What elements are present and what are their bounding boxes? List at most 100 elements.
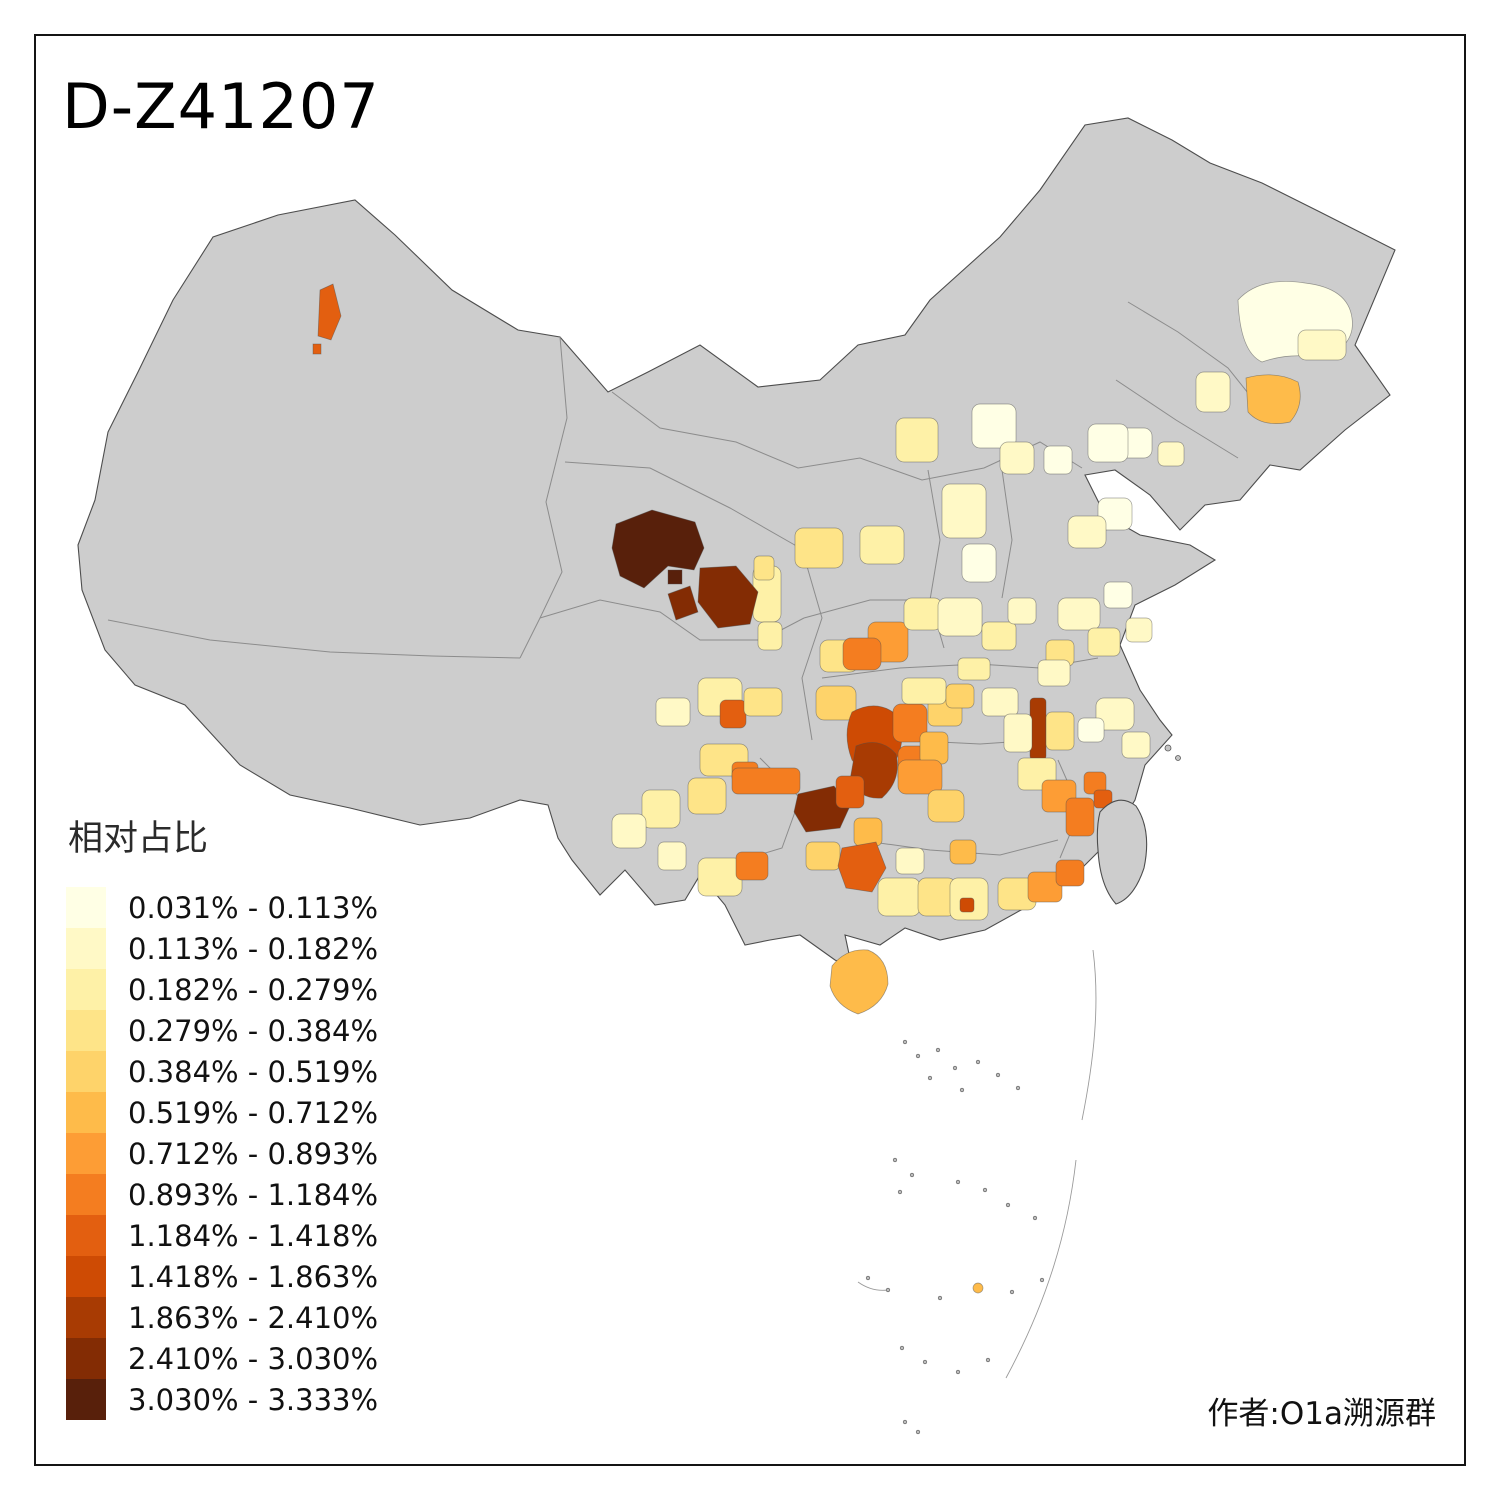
map-region: [903, 597, 943, 631]
map-region: [312, 343, 322, 355]
map-region: [981, 621, 1017, 651]
legend-label: 1.418% - 1.863%: [128, 1259, 379, 1294]
map-region: [1195, 371, 1231, 413]
legend-item: 1.184% - 1.418%: [66, 1215, 378, 1256]
map-region: [895, 847, 925, 875]
legend-item: 0.712% - 0.893%: [66, 1133, 378, 1174]
map-region: [1067, 515, 1107, 549]
map-region: [853, 817, 883, 847]
legend-swatch: [66, 928, 106, 969]
legend-swatch: [66, 1174, 106, 1215]
map-region: [753, 555, 775, 581]
map-region: [1121, 731, 1151, 759]
legend-item: 1.863% - 2.410%: [66, 1297, 378, 1338]
map-region: [949, 839, 977, 865]
map-region: [957, 657, 991, 681]
map-region: [743, 687, 783, 717]
map-region: [1043, 445, 1073, 475]
legend-item: 0.113% - 0.182%: [66, 928, 378, 969]
map-region: [1125, 617, 1153, 643]
coastal-islet: [1164, 744, 1172, 752]
map-region: [961, 543, 997, 583]
legend-item: 0.384% - 0.519%: [66, 1051, 378, 1092]
map-region: [1103, 581, 1133, 609]
map-region: [981, 687, 1019, 717]
map-region: [895, 417, 939, 463]
map-region: [697, 565, 759, 629]
legend: 相对占比 0.031% - 0.113% 0.113% - 0.182% 0.182…: [66, 810, 378, 1420]
map-region: [1077, 717, 1105, 743]
map-region: [1157, 441, 1185, 467]
map-region: [959, 897, 975, 913]
map-region: [835, 775, 865, 809]
legend-title: 相对占比: [68, 819, 209, 859]
legend-label: 0.279% - 0.384%: [128, 1013, 379, 1048]
map-region: [1065, 797, 1095, 837]
map-region: [1027, 871, 1063, 903]
legend-label: 0.113% - 0.182%: [128, 931, 379, 966]
map-region: [1029, 697, 1047, 761]
legend-swatch: [66, 1215, 106, 1256]
map-region: [919, 731, 949, 765]
mainland-outline: [77, 117, 1396, 969]
legend-item: 0.031% - 0.113%: [66, 887, 378, 928]
legend-item: 1.418% - 1.863%: [66, 1256, 378, 1297]
legend-item: 0.893% - 1.184%: [66, 1174, 378, 1215]
scs-islets: [865, 1039, 1045, 1435]
map-region: [1087, 423, 1129, 463]
map-region: [611, 509, 705, 589]
map-region: [897, 759, 943, 795]
map-region: [945, 683, 975, 709]
coastal-islet: [1175, 755, 1181, 761]
map-region: [941, 483, 987, 539]
legend-label: 1.184% - 1.418%: [128, 1218, 379, 1253]
map-region: [1245, 374, 1301, 424]
legend-swatch: [66, 1379, 106, 1420]
islands: [829, 744, 1181, 1015]
map-region: [794, 527, 844, 569]
map-region: [641, 789, 681, 829]
map-region: [837, 841, 887, 893]
map-region: [937, 597, 983, 637]
map-region: [731, 767, 801, 795]
map-region: [859, 525, 905, 565]
map-region: [1087, 627, 1121, 657]
map-region: [667, 585, 699, 621]
map-region: [1045, 711, 1075, 751]
legend-swatch: [66, 1010, 106, 1051]
legend-label: 0.384% - 0.519%: [128, 1054, 379, 1089]
legend-label: 0.893% - 1.184%: [128, 1177, 379, 1212]
map-region: [657, 841, 687, 871]
legend-label: 0.031% - 0.113%: [128, 890, 379, 925]
south-china-sea-features: [857, 949, 1097, 1435]
map-region: [687, 777, 727, 815]
legend-label: 0.519% - 0.712%: [128, 1095, 379, 1130]
legend-swatch: [66, 969, 106, 1010]
map-region: [1055, 859, 1085, 887]
legend-item: 0.182% - 0.279%: [66, 969, 378, 1010]
legend-label: 0.712% - 0.893%: [128, 1136, 379, 1171]
legend-swatch: [66, 1051, 106, 1092]
map-region: [1297, 329, 1347, 361]
map-region: [1097, 497, 1133, 531]
legend-swatch: [66, 1297, 106, 1338]
legend-swatch: [66, 1092, 106, 1133]
legend-swatch: [66, 1256, 106, 1297]
legend-label: 0.182% - 0.279%: [128, 972, 379, 1007]
map-region: [1093, 789, 1113, 809]
legend-item: 3.030% - 3.333%: [66, 1379, 378, 1420]
hainan-island: [829, 949, 889, 1015]
legend-items: 0.031% - 0.113% 0.113% - 0.182% 0.182% - 0…: [66, 887, 378, 1420]
map-region: [999, 441, 1035, 475]
map-region: [877, 877, 921, 917]
scs-island: [972, 1282, 984, 1294]
legend-item: 0.519% - 0.712%: [66, 1092, 378, 1133]
taiwan-island: [1096, 799, 1148, 905]
map-region: [1037, 659, 1071, 687]
colored-regions: [312, 281, 1353, 921]
map-region: [317, 283, 342, 341]
map-region: [971, 403, 1017, 449]
map-region: [757, 621, 783, 651]
